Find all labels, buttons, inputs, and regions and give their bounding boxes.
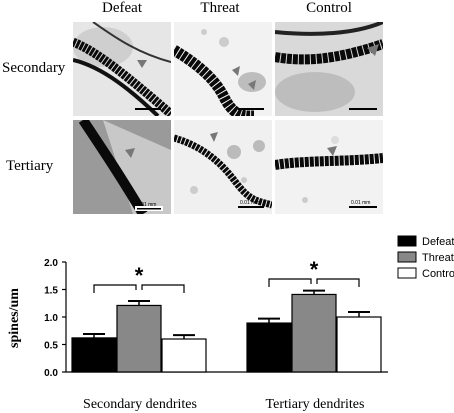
micrograph-tertiary-threat: 0.01 mm <box>174 120 272 214</box>
legend-label-control: Control <box>422 268 454 280</box>
column-header-control: Control <box>306 0 352 16</box>
y-axis-label: spines/um <box>7 288 22 348</box>
row-header-tertiary: Tertiary <box>6 158 54 174</box>
micrograph-secondary-control <box>275 22 383 116</box>
y-tick-label: 0.5 <box>44 341 58 352</box>
micrograph-secondary-defeat <box>73 22 171 116</box>
y-tick-label: 0.0 <box>44 368 58 379</box>
significance-bracket <box>141 284 185 293</box>
significance-star: * <box>310 257 319 282</box>
x-category-label-secondary: Secondary dendrites <box>83 397 197 412</box>
bar-control-tertiary <box>336 316 382 373</box>
y-tick-label: 1.0 <box>44 313 58 324</box>
scale-bar-label: 0.01 mm <box>240 200 259 206</box>
bar-threat-tertiary <box>291 293 337 373</box>
significance-bracket <box>268 278 312 287</box>
y-tick-label: 2.0 <box>44 258 58 269</box>
column-header-defeat: Defeat <box>102 0 142 16</box>
legend-swatch-control <box>397 267 417 279</box>
bar-control-secondary <box>161 338 207 373</box>
significance-bracket <box>316 278 360 287</box>
bar-threat-secondary <box>116 304 162 373</box>
scale-bar-label: 0.01 mm <box>351 200 370 206</box>
legend-label-defeat: Defeat <box>422 236 454 248</box>
bar-defeat-secondary <box>71 337 117 373</box>
micrograph-tertiary-control: 0.01 mm <box>275 120 383 214</box>
legend-label-threat: Threat <box>422 252 454 264</box>
scale-bar-label: 0.01 mm <box>137 202 156 208</box>
x-category-label-tertiary: Tertiary dendrites <box>266 397 365 412</box>
legend-swatch-defeat <box>397 235 417 247</box>
micrograph-secondary-threat <box>174 22 272 116</box>
y-tick-label: 1.5 <box>44 286 58 297</box>
column-header-threat: Threat <box>200 0 240 16</box>
significance-star: * <box>135 263 144 288</box>
legend: Defeat Threat Control <box>397 235 454 280</box>
micrograph-tertiary-defeat: 0.01 mm <box>73 120 171 214</box>
legend-swatch-threat <box>397 251 417 263</box>
bar-chart: 0.0 0.5 1.0 1.5 2.0 * * spines/um Secondary d… <box>7 235 454 412</box>
significance-bracket <box>93 284 137 293</box>
bar-defeat-tertiary <box>246 322 292 373</box>
row-header-secondary: Secondary <box>2 60 66 76</box>
